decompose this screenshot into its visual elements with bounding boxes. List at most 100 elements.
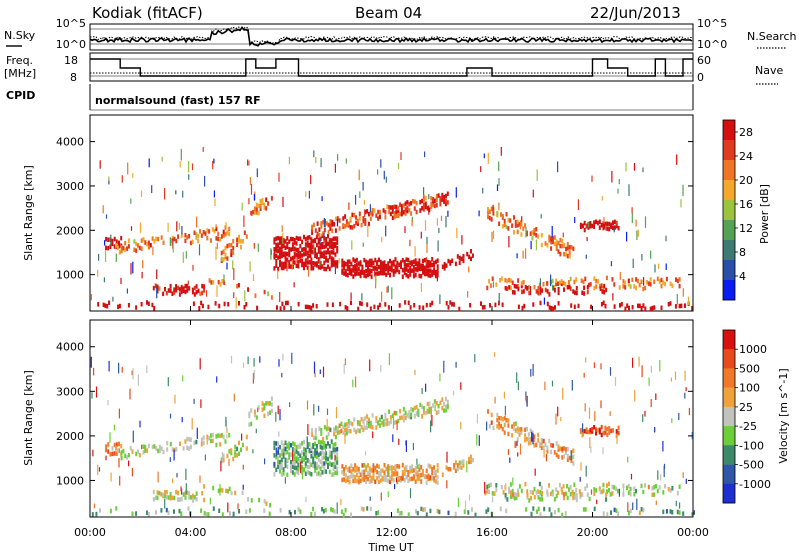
velocity-sparse-echo bbox=[237, 503, 239, 510]
velocity-echo-cell bbox=[288, 455, 291, 460]
power-echo-cell bbox=[422, 258, 424, 264]
power-echo-cell bbox=[290, 236, 292, 242]
power-echo-cell bbox=[358, 216, 361, 221]
power-sparse-echo bbox=[132, 261, 134, 274]
power-echo-cell bbox=[352, 268, 355, 273]
power-echo-cell bbox=[325, 258, 328, 263]
power-sparse-echo bbox=[140, 190, 143, 198]
power-echo-cell bbox=[419, 199, 422, 205]
power-echo-cell bbox=[204, 231, 207, 236]
velocity-echo-cell bbox=[441, 397, 444, 402]
power-echo-cell bbox=[400, 211, 403, 217]
power-echo-cell bbox=[228, 231, 231, 237]
power-echo-cell bbox=[295, 263, 298, 269]
velocity-echo-cell bbox=[334, 470, 337, 475]
power-echo-cell bbox=[444, 201, 447, 207]
velocity-y-tick-label: 2000 bbox=[56, 430, 84, 443]
velocity-sparse-echo bbox=[305, 496, 307, 503]
power-echo-cell bbox=[413, 303, 416, 308]
power-echo-cell bbox=[184, 233, 187, 238]
power-echo-cell bbox=[407, 262, 410, 268]
velocity-echo-cell bbox=[334, 460, 337, 466]
power-echo-cell bbox=[182, 286, 185, 291]
velocity-echo-cell bbox=[160, 508, 163, 513]
velocity-echo-cell bbox=[268, 511, 271, 516]
velocity-echo-cell bbox=[396, 508, 399, 513]
velocity-sparse-echo bbox=[478, 435, 480, 446]
velocity-echo-cell bbox=[306, 458, 309, 463]
velocity-echo-cell bbox=[277, 441, 280, 446]
velocity-echo-cell bbox=[217, 433, 220, 438]
velocity-echo-cell bbox=[546, 445, 549, 451]
velocity-echo-cell bbox=[301, 465, 304, 470]
velocity-echo-cell bbox=[315, 446, 318, 451]
velocity-echo-cell bbox=[180, 496, 183, 502]
power-echo-cell bbox=[560, 281, 563, 287]
power-sparse-echo bbox=[320, 158, 322, 168]
power-echo-cell bbox=[387, 305, 390, 310]
date-title: 22/Jun/2013 bbox=[590, 4, 681, 22]
power-echo-cell bbox=[370, 274, 373, 279]
velocity-y-tick-label: 4000 bbox=[56, 341, 84, 354]
velocity-echo-cell bbox=[369, 420, 372, 426]
power-echo-cell bbox=[429, 263, 432, 268]
power-echo-cell bbox=[420, 266, 423, 272]
velocity-echo-cell bbox=[420, 506, 423, 512]
power-sparse-echo bbox=[151, 185, 153, 194]
velocity-echo-cell bbox=[334, 442, 337, 447]
velocity-echo-cell bbox=[165, 507, 168, 513]
velocity-echo-cell bbox=[586, 483, 589, 488]
velocity-echo-cell bbox=[332, 461, 335, 467]
power-echo-cell bbox=[326, 302, 329, 307]
velocity-echo-cell bbox=[144, 444, 147, 450]
power-echo-cell bbox=[348, 264, 351, 270]
power-sparse-echo bbox=[172, 244, 174, 253]
power-echo-cell bbox=[124, 247, 127, 252]
power-echo-cell bbox=[280, 261, 283, 266]
power-echo-cell bbox=[321, 233, 324, 239]
velocity-echo-cell bbox=[245, 509, 248, 514]
velocity-echo-cell bbox=[405, 474, 408, 480]
power-echo-cell bbox=[409, 260, 412, 265]
power-sparse-echo bbox=[643, 277, 645, 286]
velocity-echo-cell bbox=[575, 497, 578, 503]
power-echo-cell bbox=[613, 282, 616, 287]
velocity-echo-cell bbox=[169, 492, 172, 497]
velocity-echo-cell bbox=[363, 463, 366, 468]
velocity-echo-cell bbox=[341, 477, 344, 483]
power-echo-cell bbox=[135, 241, 138, 247]
velocity-echo-cell bbox=[319, 472, 322, 477]
power-echo-cell bbox=[391, 205, 394, 210]
velocity-echo-cell bbox=[109, 452, 112, 457]
velocity-echo-cell bbox=[295, 445, 298, 450]
velocity-echo-cell bbox=[509, 482, 512, 487]
power-echo-cell bbox=[355, 215, 358, 220]
power-sparse-echo bbox=[654, 264, 656, 273]
power-echo-cell bbox=[279, 306, 282, 311]
velocity-echo-cell bbox=[579, 428, 582, 433]
velocity-sparse-echo bbox=[113, 424, 116, 431]
power-sparse-echo bbox=[482, 187, 484, 194]
power-echo-cell bbox=[368, 268, 371, 273]
velocity-echo-cell bbox=[275, 441, 278, 446]
power-sparse-echo bbox=[188, 174, 190, 180]
power-sparse-echo bbox=[97, 269, 99, 277]
velocity-echo-cell bbox=[367, 423, 370, 429]
velocity-echo-cell bbox=[195, 491, 198, 496]
velocity-echo-cell bbox=[358, 428, 361, 434]
velocity-echo-cell bbox=[573, 491, 576, 497]
velocity-sparse-echo bbox=[105, 455, 107, 461]
velocity-echo-cell bbox=[407, 472, 410, 478]
velocity-echo-cell bbox=[393, 420, 396, 425]
power-sparse-echo bbox=[358, 169, 360, 181]
power-echo-cell bbox=[603, 283, 606, 289]
power-echo-cell bbox=[429, 273, 432, 278]
power-echo-cell bbox=[142, 237, 145, 242]
velocity-echo-cell bbox=[273, 440, 276, 446]
velocity-sparse-echo bbox=[618, 488, 620, 497]
power-sparse-echo bbox=[535, 239, 537, 251]
velocity-echo-cell bbox=[505, 418, 508, 423]
velocity-echo-cell bbox=[508, 486, 511, 491]
power-echo-cell bbox=[367, 211, 370, 217]
power-echo-cell bbox=[613, 219, 616, 225]
